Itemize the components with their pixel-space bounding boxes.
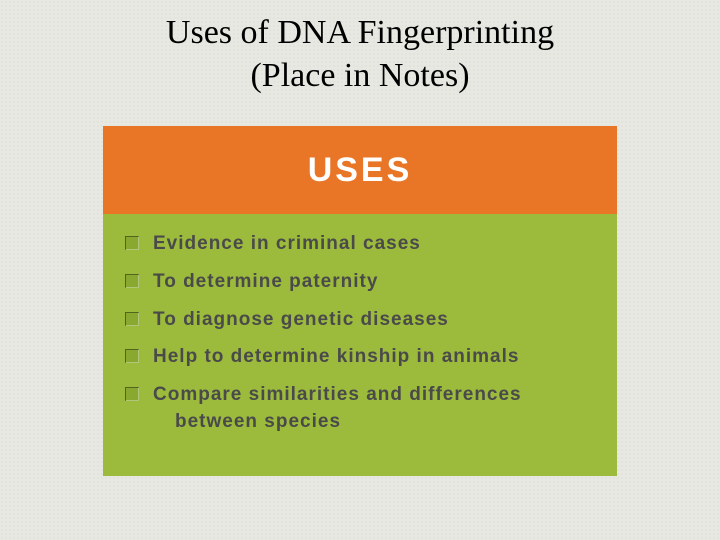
- list-item: Compare similarities and differences bet…: [125, 383, 599, 434]
- bullet-icon: [125, 387, 139, 401]
- uses-panel: USES Evidence in criminal cases To deter…: [103, 126, 617, 476]
- list-item-text: Compare similarities and differences bet…: [153, 383, 599, 434]
- list-item: To diagnose genetic diseases: [125, 308, 599, 332]
- list-item-text: Evidence in criminal cases: [153, 232, 599, 256]
- list-item-text: Help to determine kinship in animals: [153, 345, 599, 369]
- list-item: Evidence in criminal cases: [125, 232, 599, 256]
- uses-header: USES: [103, 126, 617, 214]
- list-item: To determine paternity: [125, 270, 599, 294]
- list-item-text: To diagnose genetic diseases: [153, 308, 599, 332]
- list-item: Help to determine kinship in animals: [125, 345, 599, 369]
- bullet-icon: [125, 349, 139, 363]
- title-line-2: (Place in Notes): [0, 55, 720, 98]
- list-item-line1: Compare similarities and differences: [153, 384, 522, 405]
- uses-list: Evidence in criminal cases To determine …: [125, 232, 599, 434]
- uses-header-text: USES: [308, 151, 413, 190]
- slide-background: Uses of DNA Fingerprinting (Place in Not…: [0, 0, 720, 540]
- bullet-icon: [125, 274, 139, 288]
- uses-body: Evidence in criminal cases To determine …: [103, 214, 617, 476]
- bullet-icon: [125, 236, 139, 250]
- title-line-1: Uses of DNA Fingerprinting: [0, 12, 720, 55]
- list-item-text: To determine paternity: [153, 270, 599, 294]
- bullet-icon: [125, 312, 139, 326]
- slide-title: Uses of DNA Fingerprinting (Place in Not…: [0, 0, 720, 97]
- list-item-line2: between species: [153, 410, 599, 434]
